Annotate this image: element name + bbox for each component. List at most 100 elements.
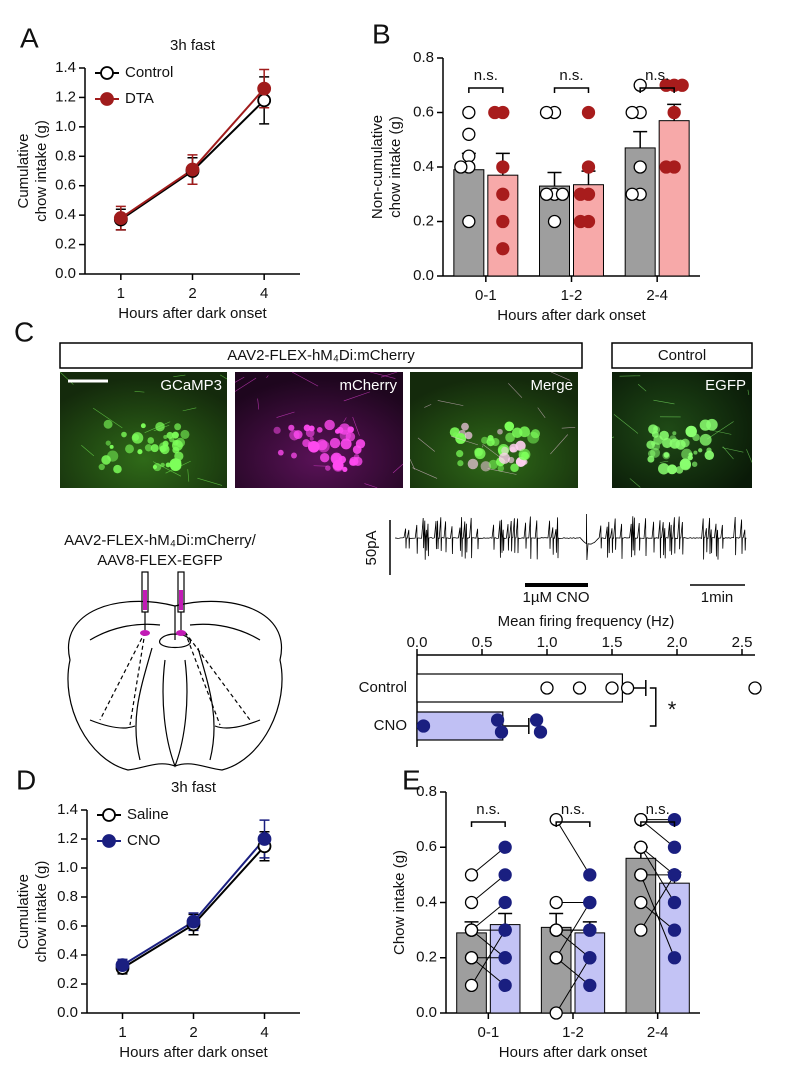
annotation: n.s. bbox=[559, 67, 583, 84]
fiber bbox=[187, 469, 190, 482]
cell bbox=[498, 452, 510, 464]
cell bbox=[692, 433, 700, 442]
cell bbox=[699, 433, 712, 446]
x-tick-label: 0-1 bbox=[475, 287, 497, 304]
cell bbox=[667, 464, 678, 475]
data-point bbox=[667, 105, 681, 120]
cell bbox=[320, 453, 330, 463]
bracket bbox=[468, 87, 504, 93]
fiber bbox=[659, 460, 669, 463]
cell bbox=[691, 461, 698, 467]
x-tick-label: 2-4 bbox=[646, 287, 668, 304]
x-axis-label: Hours after dark onset bbox=[497, 307, 646, 324]
cell bbox=[165, 462, 171, 468]
y-tick-label: 0.8 bbox=[416, 783, 437, 800]
data-point bbox=[464, 895, 479, 910]
micrographs bbox=[59, 371, 753, 489]
fiber bbox=[144, 421, 171, 433]
cell bbox=[679, 458, 692, 470]
cell bbox=[109, 444, 114, 449]
cell bbox=[669, 438, 680, 449]
bar bbox=[574, 932, 606, 1014]
y-tick-label: 0.4 bbox=[57, 946, 78, 963]
data-point bbox=[549, 1006, 563, 1020]
fiber bbox=[550, 371, 571, 381]
bracket bbox=[555, 821, 591, 827]
cell bbox=[497, 428, 503, 435]
data-point bbox=[464, 978, 479, 993]
y-axis-label: chow intake (g) bbox=[33, 861, 50, 963]
x-axis-label: Hours after dark onset bbox=[118, 305, 267, 322]
legend-label: DTA bbox=[125, 90, 154, 107]
fiber bbox=[482, 444, 507, 463]
data-point bbox=[540, 681, 554, 695]
cell bbox=[688, 452, 693, 457]
y-tick-label: 0.0 bbox=[413, 267, 434, 284]
cell bbox=[316, 439, 328, 451]
y-tick-label: 0.6 bbox=[413, 103, 434, 120]
y-tick-label: 1.4 bbox=[57, 801, 78, 818]
fiber bbox=[487, 468, 517, 475]
error-bar bbox=[633, 130, 648, 148]
y-tick-label: 1.2 bbox=[55, 88, 76, 105]
data-point bbox=[634, 840, 648, 854]
cell bbox=[662, 437, 673, 449]
data-point bbox=[498, 840, 512, 854]
data-point bbox=[416, 719, 431, 733]
cell bbox=[455, 433, 467, 444]
annotation: n.s. bbox=[646, 801, 670, 818]
x-tick-label: 4 bbox=[260, 1024, 268, 1041]
data-point bbox=[634, 868, 648, 882]
data-point bbox=[529, 713, 544, 727]
cell bbox=[324, 419, 335, 431]
data-point bbox=[454, 160, 468, 174]
fiber bbox=[747, 389, 750, 396]
cell bbox=[481, 436, 489, 444]
fiber bbox=[508, 383, 523, 398]
data-point bbox=[634, 895, 648, 910]
panel-letter: B bbox=[372, 18, 391, 49]
y-tick-label: 0.0 bbox=[55, 265, 76, 282]
fiber bbox=[343, 391, 370, 402]
fiber bbox=[701, 427, 732, 435]
pair-line bbox=[555, 957, 591, 1014]
x-tick-label: 2 bbox=[189, 1024, 197, 1041]
pair-line bbox=[640, 902, 675, 931]
y-tick-label: 0.0 bbox=[57, 1004, 78, 1021]
y-axis-label: chow intake (g) bbox=[387, 116, 404, 218]
y-tick-label: 1.0 bbox=[55, 118, 76, 135]
legend-label: Control bbox=[125, 64, 173, 81]
cell bbox=[293, 430, 303, 440]
cell bbox=[144, 444, 153, 452]
series-line bbox=[120, 87, 265, 219]
fiber bbox=[746, 449, 753, 463]
legend-marker bbox=[100, 66, 114, 80]
bracket bbox=[640, 821, 676, 827]
construct-header: AAV2-FLEX-hM₄Di:mCherry bbox=[227, 347, 415, 364]
pair-line bbox=[471, 929, 506, 959]
fiber bbox=[561, 426, 576, 429]
fiber bbox=[93, 407, 123, 429]
cell bbox=[504, 421, 515, 432]
y-axis-label: Cumulative bbox=[15, 133, 32, 208]
pair-line bbox=[640, 846, 675, 876]
data-point bbox=[659, 160, 673, 174]
data-point bbox=[464, 923, 479, 937]
cell bbox=[518, 448, 531, 461]
fiber bbox=[364, 483, 378, 489]
cell bbox=[511, 427, 523, 439]
amplitude-label: 50pA bbox=[363, 530, 380, 565]
cell bbox=[113, 464, 122, 474]
cell bbox=[510, 463, 519, 473]
pair-line bbox=[471, 874, 506, 903]
x-tick-label: 1 bbox=[117, 285, 125, 302]
cell bbox=[349, 458, 356, 466]
y-tick-label: 1.0 bbox=[57, 859, 78, 876]
bar bbox=[539, 185, 570, 277]
data-point bbox=[555, 187, 570, 201]
header-box bbox=[611, 342, 753, 369]
fiber bbox=[409, 458, 416, 470]
fiber bbox=[424, 404, 432, 408]
y-tick-label: 0.6 bbox=[416, 838, 437, 855]
